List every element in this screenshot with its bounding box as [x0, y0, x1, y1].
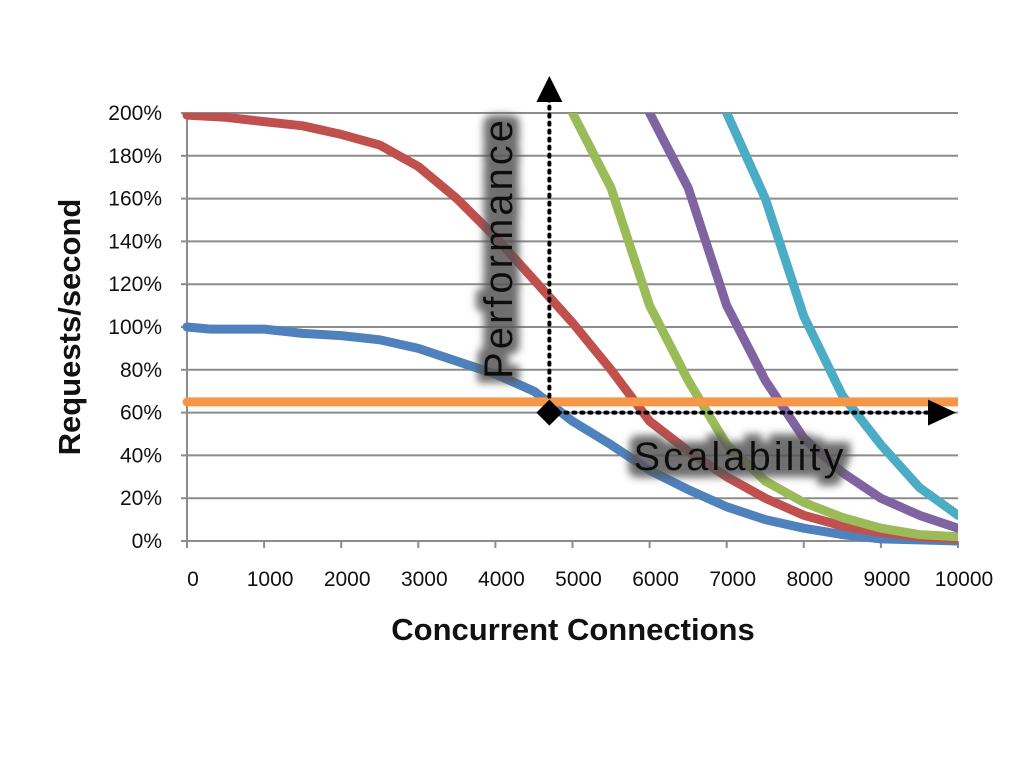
y-axis-title: Requests/second	[52, 199, 87, 456]
series-line-1	[182, 113, 958, 544]
y-tick-label: 80%	[120, 359, 162, 382]
x-tick-label: 8000	[786, 568, 833, 591]
series-line-0	[182, 322, 958, 546]
y-tick-label: 100%	[108, 316, 162, 339]
x-tick-label: 6000	[632, 568, 679, 591]
performance-label: Performance	[477, 117, 521, 379]
x-tick-label: 3000	[401, 568, 448, 591]
performance-arrowhead	[536, 76, 563, 102]
y-tick-label: 20%	[120, 487, 162, 510]
series-line-2	[568, 113, 958, 542]
x-axis-title: Concurrent Connections	[391, 612, 754, 647]
x-tick-label: 9000	[864, 568, 911, 591]
x-tick-label: 4000	[478, 568, 525, 591]
x-tick-label: 10000	[935, 568, 993, 591]
series-line-4	[722, 113, 958, 520]
scalability-label: Scalability	[633, 435, 846, 479]
x-tick-label: 2000	[324, 568, 371, 591]
series-line-3	[645, 113, 958, 533]
origin-diamond	[536, 399, 563, 426]
x-tick-label: 5000	[555, 568, 602, 591]
scalability-arrowhead	[928, 399, 956, 426]
y-tick-label: 120%	[108, 273, 162, 296]
y-tick-label: 180%	[108, 145, 162, 168]
x-tick-label: 1000	[247, 568, 294, 591]
y-tick-label: 40%	[120, 444, 162, 467]
annotations: Performance Scalability	[477, 76, 956, 479]
y-tick-label: 200%	[108, 102, 162, 125]
y-tick-label: 160%	[108, 188, 162, 211]
x-tick-label: 7000	[709, 568, 756, 591]
series-lines	[182, 113, 958, 546]
y-tick-label: 140%	[108, 230, 162, 253]
y-tick-label: 0%	[132, 530, 162, 553]
tick-labels: 0% 20% 40% 60% 80% 100% 120% 140% 160% 180% 200% 0 1…	[108, 102, 993, 591]
x-tick-label: 0	[187, 568, 199, 591]
y-tick-label: 60%	[120, 402, 162, 425]
